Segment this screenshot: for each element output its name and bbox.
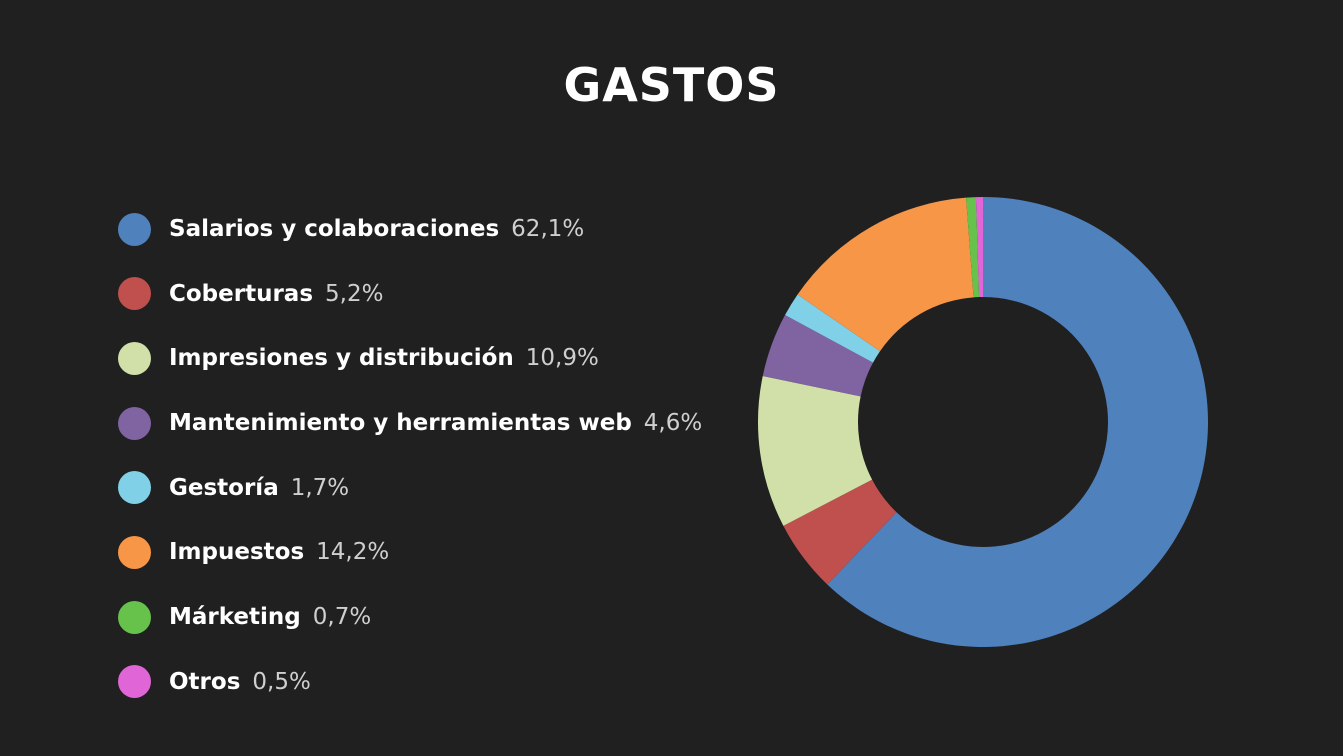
legend-swatch: [118, 212, 151, 246]
legend-item: Otros 0,5%: [118, 663, 702, 701]
legend-value: 62,1%: [511, 216, 585, 242]
donut-slice-6: [797, 197, 974, 352]
legend-label: Gestoría: [169, 474, 279, 501]
legend-label: Coberturas: [169, 280, 314, 307]
legend-label: Impuestos: [169, 539, 305, 566]
legend-swatch: [118, 535, 151, 569]
legend-value: 14,2%: [316, 539, 390, 566]
chart-title: GASTOS: [563, 58, 780, 112]
legend-label: Otros: [169, 668, 241, 695]
legend-label: Salarios y colaboraciones: [169, 216, 500, 242]
legend-value: 10,9%: [525, 345, 599, 372]
legend-swatch: [118, 341, 151, 375]
legend-swatch: [118, 665, 151, 699]
legend-item: Impuestos 14,2%: [118, 533, 702, 571]
legend-item: Salarios y colaboraciones 62,1%: [118, 210, 702, 248]
legend-swatch: [118, 277, 151, 311]
legend-label: Mantenimiento y herramientas web: [169, 410, 632, 437]
legend-value: 0,5%: [252, 668, 311, 695]
donut-slice-5: [785, 294, 880, 363]
legend-item: Impresiones y distribución 10,9%: [118, 339, 702, 377]
donut-slice-1: [827, 197, 1208, 647]
legend-item: Márketing 0,7%: [118, 598, 702, 636]
legend-item: Coberturas 5,2%: [118, 275, 702, 313]
donut-slice-4: [762, 315, 874, 397]
donut-slice-2: [783, 479, 897, 585]
legend-item: Gestoría 1,7%: [118, 469, 702, 507]
legend-value: 0,7%: [312, 604, 372, 631]
legend-swatch: [118, 600, 151, 634]
legend-value: 4,6%: [643, 410, 703, 437]
donut-slice-3: [758, 375, 873, 526]
legend: Salarios y colaboraciones 62,1% Cobertur…: [118, 210, 702, 728]
donut-slice-7: [966, 197, 980, 298]
legend-label: Márketing: [169, 604, 301, 631]
legend-label: Impresiones y distribución: [169, 345, 514, 372]
legend-swatch: [118, 406, 151, 440]
donut-slice-8: [975, 197, 983, 298]
legend-value: 5,2%: [325, 280, 384, 307]
legend-item: Mantenimiento y herramientas web 4,6%: [118, 404, 702, 442]
legend-swatch: [118, 471, 151, 505]
legend-value: 1,7%: [290, 474, 350, 501]
